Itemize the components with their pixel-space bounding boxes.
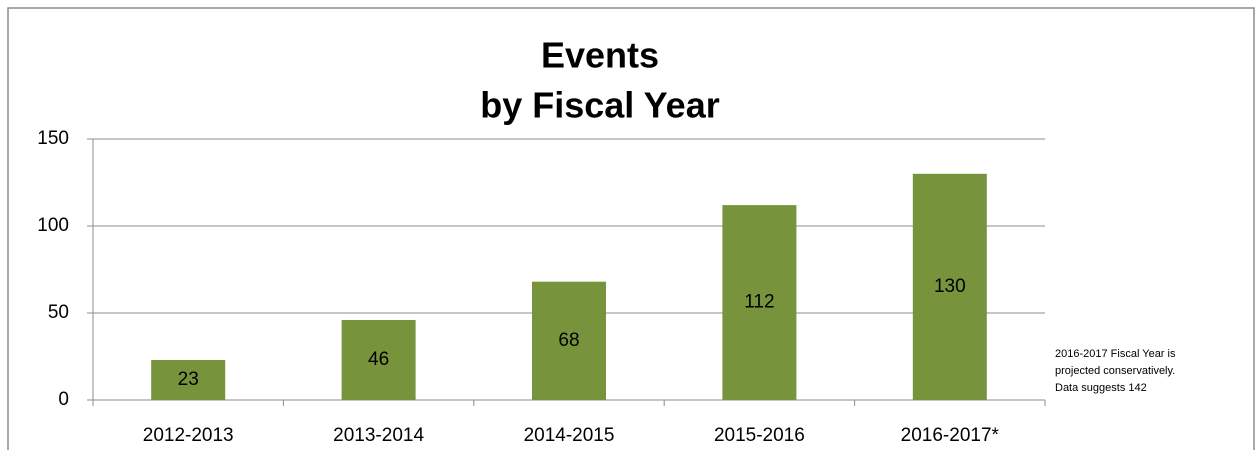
data-label: 46 xyxy=(368,349,389,370)
data-label: 68 xyxy=(558,330,579,351)
data-label: 112 xyxy=(744,292,774,313)
x-tick-label: 2012-2013 xyxy=(143,425,234,446)
bar xyxy=(341,319,416,400)
y-tick-label: 100 xyxy=(37,215,69,236)
annotation: projected conservatively. xyxy=(1055,365,1175,377)
data-label: 130 xyxy=(934,276,966,297)
y-tick-label: 50 xyxy=(48,302,69,323)
x-tick-label: 2016-2017* xyxy=(901,425,1000,446)
data-label: 23 xyxy=(178,369,199,390)
x-tick-label: 2014-2015 xyxy=(524,425,615,446)
y-tick-label: 150 xyxy=(37,128,69,149)
x-tick-label: 2013-2014 xyxy=(333,425,424,446)
bar xyxy=(532,281,606,400)
annotation: 2016-2017 Fiscal Year is xyxy=(1055,348,1176,360)
annotation: Data suggests 142 xyxy=(1055,382,1147,394)
bar xyxy=(151,359,226,400)
bar xyxy=(912,173,987,400)
chart-title: by Fiscal Year xyxy=(480,85,720,126)
bar xyxy=(722,205,797,400)
chart-title: Events xyxy=(541,35,659,76)
y-tick-label: 0 xyxy=(58,389,69,410)
x-tick-label: 2015-2016 xyxy=(714,425,805,446)
